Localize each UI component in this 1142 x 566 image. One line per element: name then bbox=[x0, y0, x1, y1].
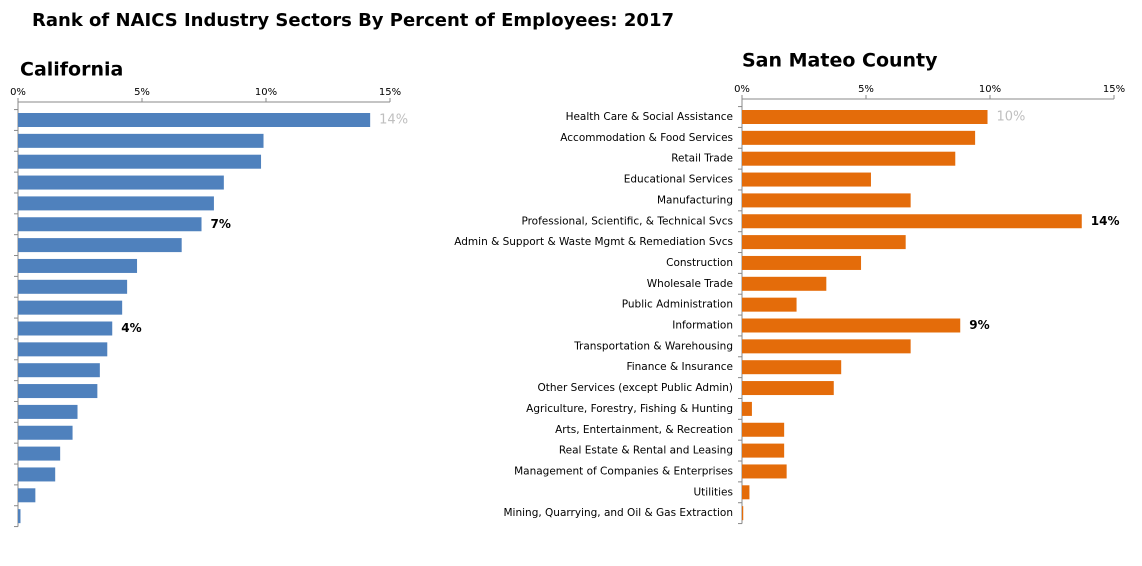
bar bbox=[742, 443, 785, 458]
value-label: 10% bbox=[997, 110, 1026, 125]
bar bbox=[742, 506, 744, 521]
bar bbox=[742, 464, 787, 479]
chart-title: California bbox=[20, 59, 123, 81]
category-label: Admin & Support & Waste Mgmt & Remediati… bbox=[454, 236, 733, 248]
bar bbox=[18, 446, 61, 461]
main-title: Rank of NAICS Industry Sectors By Percen… bbox=[32, 10, 674, 31]
value-label: 4% bbox=[121, 321, 141, 335]
bar bbox=[742, 339, 911, 354]
category-label: Health Care & Social Assistance bbox=[566, 111, 733, 123]
bar bbox=[742, 255, 862, 270]
category-label: Manufacturing bbox=[657, 194, 733, 206]
category-label: Accommodation & Food Services bbox=[560, 132, 733, 144]
category-label: Public Administration bbox=[622, 299, 733, 311]
value-label: 7% bbox=[211, 217, 231, 231]
category-label: Real Estate & Rental and Leasing bbox=[559, 445, 733, 457]
bar bbox=[18, 258, 138, 273]
x-tick-label: 15% bbox=[379, 87, 401, 98]
bar bbox=[742, 485, 750, 500]
bar bbox=[18, 321, 113, 336]
value-label: 14% bbox=[1091, 214, 1120, 228]
category-label: Wholesale Trade bbox=[647, 278, 733, 290]
bar bbox=[742, 360, 842, 375]
bar bbox=[18, 404, 78, 419]
bar bbox=[742, 172, 871, 187]
bar bbox=[18, 154, 262, 169]
bar bbox=[742, 151, 956, 166]
value-label: 14% bbox=[379, 113, 408, 128]
bar bbox=[18, 238, 182, 253]
value-label: 9% bbox=[969, 318, 989, 332]
category-label: Finance & Insurance bbox=[626, 361, 733, 373]
bar bbox=[742, 422, 785, 437]
category-label: Construction bbox=[666, 257, 733, 269]
bar bbox=[18, 488, 36, 503]
category-label: Arts, Entertainment, & Recreation bbox=[555, 424, 733, 436]
bar bbox=[742, 214, 1082, 229]
bar bbox=[742, 381, 834, 396]
category-label: Management of Companies & Enterprises bbox=[514, 465, 733, 477]
bar bbox=[18, 342, 108, 357]
bar bbox=[18, 300, 123, 315]
x-tick-label: 5% bbox=[858, 84, 874, 95]
bar bbox=[742, 193, 911, 208]
category-label: Transportation & Warehousing bbox=[573, 340, 733, 352]
bar bbox=[18, 509, 21, 524]
x-tick-label: 10% bbox=[979, 84, 1001, 95]
bar bbox=[742, 235, 906, 250]
x-tick-label: 0% bbox=[10, 87, 26, 98]
category-label: Agriculture, Forestry, Fishing & Hunting bbox=[526, 403, 733, 415]
category-label: Educational Services bbox=[624, 174, 733, 186]
category-label: Utilities bbox=[693, 486, 733, 498]
bar bbox=[742, 276, 827, 291]
category-label: Other Services (except Public Admin) bbox=[538, 382, 734, 394]
category-label: Retail Trade bbox=[671, 153, 733, 165]
chart-title: San Mateo County bbox=[742, 50, 938, 72]
x-tick-label: 10% bbox=[255, 87, 277, 98]
bar bbox=[18, 363, 100, 378]
bar bbox=[18, 217, 202, 232]
bar bbox=[742, 318, 961, 333]
bar bbox=[18, 133, 264, 148]
bar bbox=[18, 467, 56, 482]
category-label: Mining, Quarrying, and Oil & Gas Extract… bbox=[503, 507, 733, 519]
bar bbox=[18, 384, 98, 399]
category-label: Professional, Scientific, & Technical Sv… bbox=[521, 215, 733, 227]
x-tick-label: 15% bbox=[1103, 84, 1125, 95]
x-tick-label: 0% bbox=[734, 84, 750, 95]
bar bbox=[742, 130, 976, 145]
bar bbox=[742, 110, 988, 124]
category-label: Information bbox=[672, 320, 733, 332]
bar bbox=[18, 196, 214, 211]
bar bbox=[742, 297, 797, 312]
bar bbox=[18, 279, 128, 294]
bar bbox=[742, 401, 752, 416]
x-tick-label: 5% bbox=[134, 87, 150, 98]
bar bbox=[18, 113, 371, 127]
bar bbox=[18, 425, 73, 440]
bar bbox=[18, 175, 224, 190]
